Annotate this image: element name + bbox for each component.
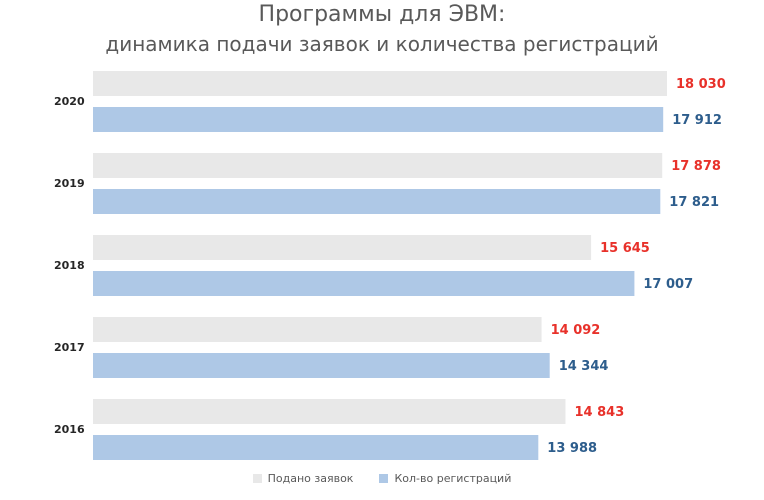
- bar-registrations: [93, 435, 539, 460]
- category-label: 2019: [54, 177, 85, 190]
- chart-title: Программы для ЭВМ:: [258, 2, 506, 27]
- bar-applications: [93, 71, 667, 96]
- bar-chart: 2020 18 030 17 912 2019 17 878 17 821 2018 15 6…: [54, 71, 726, 460]
- category-label: 2016: [54, 423, 85, 436]
- data-label-registrations: 17 007: [643, 277, 693, 292]
- data-label-registrations: 17 912: [672, 113, 722, 128]
- bar-applications: [93, 235, 592, 260]
- bar-registrations: [93, 271, 635, 296]
- data-label-registrations: 14 344: [559, 359, 609, 374]
- legend-label-registrations: Кол-во регистраций: [394, 472, 512, 485]
- bar-registrations: [93, 189, 661, 214]
- data-label-registrations: 17 821: [669, 195, 719, 210]
- data-label-applications: 18 030: [676, 77, 726, 92]
- legend: Подано заявок Кол-во регистраций: [0, 472, 764, 485]
- category-label: 2018: [54, 259, 85, 272]
- bar-applications: [93, 399, 566, 424]
- data-label-registrations: 13 988: [547, 441, 597, 456]
- bar-registrations: [93, 107, 664, 132]
- legend-swatch-applications: [252, 474, 262, 483]
- data-label-applications: 14 843: [575, 405, 625, 420]
- data-label-applications: 15 645: [600, 241, 650, 256]
- chart-subtitle: динамика подачи заявок и количества реги…: [105, 32, 659, 56]
- legend-item-registrations: Кол-во регистраций: [379, 472, 511, 485]
- data-label-applications: 17 878: [671, 159, 721, 174]
- category-label: 2020: [54, 95, 85, 108]
- legend-swatch-registrations: [379, 474, 389, 483]
- legend-label-applications: Подано заявок: [267, 472, 354, 485]
- data-label-applications: 14 092: [551, 323, 601, 338]
- bar-applications: [93, 153, 663, 178]
- category-label: 2017: [54, 341, 85, 354]
- legend-item-applications: Подано заявок: [252, 472, 354, 485]
- bar-registrations: [93, 353, 550, 378]
- bar-applications: [93, 317, 542, 342]
